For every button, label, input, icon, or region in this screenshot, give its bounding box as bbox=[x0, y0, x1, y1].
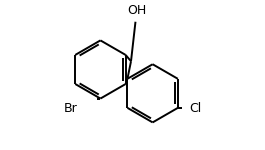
Text: OH: OH bbox=[127, 4, 147, 16]
Text: Br: Br bbox=[64, 102, 77, 116]
Text: Cl: Cl bbox=[189, 102, 201, 116]
